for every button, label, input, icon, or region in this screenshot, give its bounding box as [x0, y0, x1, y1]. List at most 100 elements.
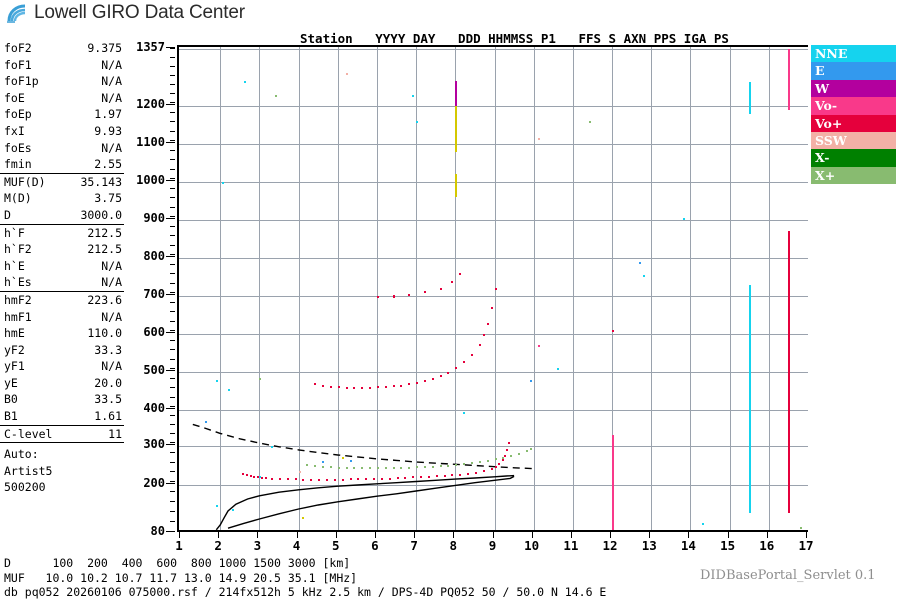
grid-line-vertical: [259, 47, 261, 530]
noise-speckle: [204, 420, 207, 423]
echo-point: [278, 477, 281, 480]
parameter-row-foe: foE N/A: [0, 90, 124, 107]
y-axis-minor-tick: [170, 311, 175, 313]
echo-point: [400, 384, 403, 387]
legend-item-vo[interactable]: Vo+: [811, 114, 896, 132]
parameter-row-hes: h`Es N/A: [0, 274, 124, 291]
echo-point: [459, 473, 462, 476]
echo-point: [447, 464, 450, 467]
grid-line-vertical: [455, 47, 457, 530]
y-axis-minor-tick: [170, 178, 175, 180]
x-axis-tick-label: 9: [488, 538, 497, 553]
x-axis-tick-label: 2: [214, 538, 222, 553]
noise-speckle: [231, 509, 234, 511]
y-axis-minor-tick: [170, 159, 175, 161]
parameter-value: 33.3: [94, 342, 122, 357]
echo-point: [443, 474, 446, 477]
autoscaler-line: Auto:: [4, 447, 39, 462]
parameter-row-fmin: fmin 2.55: [0, 156, 124, 173]
legend-item-nne[interactable]: NNE: [811, 45, 896, 63]
echo-point: [412, 476, 415, 479]
plot-canvas[interactable]: [179, 47, 808, 530]
interference-column: [788, 49, 791, 110]
y-axis-minor-tick: [170, 377, 175, 379]
interference-column: [749, 284, 752, 513]
echo-point: [245, 474, 248, 477]
station-header-labels: Station YYYY DAY DDD HHMMSS P1 FFS S AXN…: [300, 31, 729, 46]
echo-point: [376, 467, 379, 470]
branding-logo: Lowell GIRO Data Center: [6, 2, 245, 24]
echo-point: [337, 386, 340, 389]
x-axis-tick-label: 8: [449, 538, 458, 553]
parameter-row-fof1p: foF1p N/A: [0, 73, 124, 90]
echo-point: [439, 375, 442, 378]
y-axis-minor-tick: [170, 442, 175, 444]
parameter-name: h`F2: [4, 242, 32, 257]
legend-item-e[interactable]: E: [811, 62, 896, 80]
ionogram-plot-area[interactable]: [177, 45, 808, 532]
echo-point: [508, 442, 511, 445]
echo-point: [329, 385, 332, 388]
parameter-value: N/A: [101, 90, 122, 105]
y-axis-minor-tick: [170, 461, 175, 463]
echo-point: [439, 287, 442, 290]
echo-point: [447, 372, 450, 374]
noise-speckle: [322, 460, 325, 463]
autoscaler-line: Artist5: [4, 463, 53, 478]
y-axis-tick: [166, 444, 175, 445]
interference-column: [455, 174, 458, 198]
echo-point: [408, 466, 411, 469]
y-axis-tick-label: 500: [143, 363, 165, 377]
echo-point: [353, 387, 356, 390]
legend[interactable]: NNE E W Vo- Vo+ SSW X- X+: [811, 45, 896, 185]
echo-point: [463, 463, 466, 466]
echo-point: [510, 454, 513, 457]
noise-speckle: [682, 218, 685, 221]
parameter-name: foEp: [4, 107, 32, 122]
parameter-name: hmE: [4, 326, 25, 341]
echo-point: [388, 477, 391, 480]
profile-curves: [192, 423, 534, 530]
footer-db-line: db pq052 20260106 075000.rsf / 214fx512h…: [4, 585, 607, 599]
grid-line-horizontal: [179, 372, 808, 373]
y-axis-tick-label: 80: [150, 524, 165, 538]
noise-speckle: [557, 368, 560, 371]
y-axis-tick: [166, 408, 175, 409]
echo-point: [504, 454, 507, 457]
legend-item-vo[interactable]: Vo-: [811, 97, 896, 115]
noise-speckle: [345, 73, 348, 76]
y-axis-tick-label: 1357: [136, 40, 165, 54]
logo-text: Lowell GIRO Data Center: [34, 2, 245, 23]
echo-point: [529, 447, 532, 450]
echo-point: [253, 476, 256, 479]
grid-line-vertical: [533, 47, 535, 530]
legend-item-x[interactable]: X-: [811, 149, 896, 167]
noise-speckle: [275, 95, 278, 98]
parameter-group: MUF(D) 35.143 M(D) 3.75 D 3000.0: [0, 174, 124, 225]
x-axis-tick-label: 12: [602, 538, 618, 553]
y-axis-minor-tick: [170, 197, 175, 199]
ionogram-parameter-panel: foF2 9.375 foF1 N/A foF1p N/A foE N/A foEp 1.97 fx…: [0, 40, 124, 496]
legend-item-w[interactable]: W: [811, 79, 896, 98]
x-axis-tick: [374, 532, 376, 538]
x-axis-tick: [610, 532, 612, 538]
y-axis-tick: [166, 256, 175, 257]
grid-line-horizontal: [179, 410, 808, 411]
x-axis-tick-label: 14: [680, 538, 696, 553]
parameter-row-hmf1: hmF1 N/A: [0, 309, 124, 326]
legend-item-x[interactable]: X+: [811, 166, 896, 185]
noise-speckle: [702, 523, 705, 526]
x-axis-tick: [688, 532, 690, 538]
parameter-row-foep: foEp 1.97: [0, 106, 124, 123]
echo-point: [423, 465, 426, 468]
legend-item-ssw[interactable]: SSW: [811, 131, 896, 150]
echo-point: [482, 470, 485, 473]
echo-point: [408, 293, 411, 296]
echo-point: [470, 462, 473, 465]
parameter-value: N/A: [101, 74, 122, 89]
parameter-name: h`Es: [4, 275, 32, 290]
y-axis-minor-tick: [170, 74, 175, 76]
x-axis-tick: [296, 532, 298, 538]
parameter-value: N/A: [101, 309, 122, 324]
noise-speckle: [298, 471, 301, 474]
